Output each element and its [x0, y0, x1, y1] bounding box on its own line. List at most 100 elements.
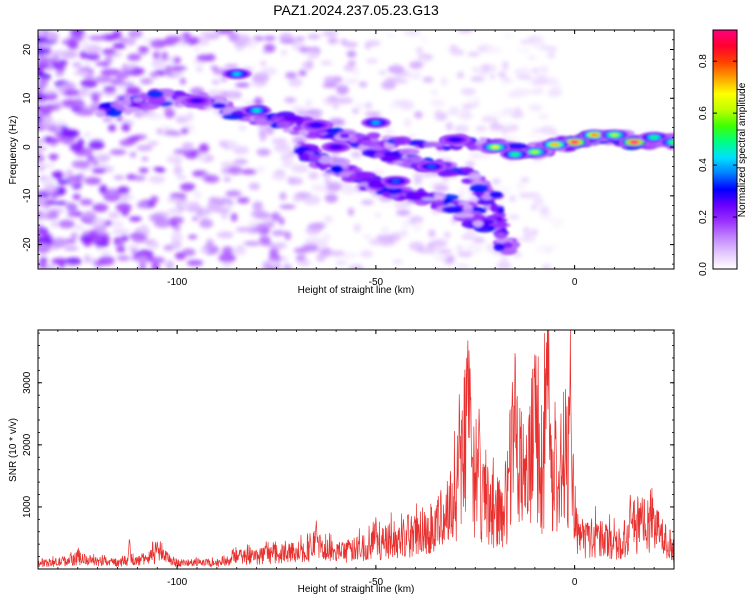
heatmap-cell	[362, 234, 372, 239]
heatmap-cell	[539, 205, 550, 215]
heatmap-hotspot	[570, 140, 579, 144]
heatmap-cell	[82, 210, 96, 221]
heatmap-cell	[263, 43, 276, 53]
heatmap-cell	[115, 71, 129, 80]
heatmap-cell	[99, 184, 108, 195]
heatmap-cell	[316, 253, 326, 262]
heatmap-cell	[500, 79, 515, 85]
colorbar-ticks: 0.0 0.2 0.4 0.6 0.8	[698, 54, 737, 276]
heatmap-cell	[50, 138, 61, 144]
heatmap-cell	[253, 35, 264, 42]
heatmap-cell	[120, 234, 129, 242]
heatmap-cell	[252, 201, 263, 211]
heatmap-cell	[427, 245, 437, 255]
colorbar-tick-label: 0.0	[698, 262, 709, 276]
heatmap-cell	[485, 45, 502, 55]
heatmap-cell	[38, 142, 44, 147]
heatmap-cell	[176, 175, 187, 180]
heatmap-cell	[495, 185, 512, 194]
heatmap-cell	[473, 220, 483, 228]
heatmap-cell	[413, 172, 424, 181]
heatmap-cell	[271, 138, 288, 145]
heatmap-cell	[92, 217, 107, 227]
heatmap-hotspot	[232, 72, 241, 76]
heatmap-cell	[403, 117, 412, 128]
heatmap-cell	[490, 203, 499, 213]
heatmap-cell	[138, 51, 148, 56]
heatmap-cell	[335, 260, 348, 266]
heatmap-cell	[152, 51, 161, 60]
heatmap-cell	[46, 264, 57, 269]
heatmap-cell	[44, 184, 58, 192]
heatmap-cell	[502, 121, 512, 127]
y-tick-label: 2000	[22, 433, 33, 456]
heatmap-cell	[525, 192, 542, 199]
heatmap-hotspot	[332, 145, 341, 149]
heatmap-cell	[100, 250, 112, 256]
heatmap-cell	[72, 70, 91, 77]
x-tick-label: 0	[572, 277, 578, 288]
heatmap-cell	[108, 124, 116, 132]
heatmap-cell	[270, 212, 281, 222]
heatmap-cell	[478, 69, 490, 75]
snr-series-line	[38, 330, 674, 568]
heatmap-cell	[409, 155, 423, 164]
heatmap-cell	[149, 71, 160, 78]
heatmap-cell	[136, 144, 153, 152]
heatmap-cell	[538, 65, 550, 74]
heatmap-cell	[148, 175, 166, 184]
snr-frame	[37, 329, 675, 570]
heatmap-cell	[38, 152, 42, 162]
heatmap-cell	[40, 177, 55, 187]
heatmap-cell	[336, 84, 349, 95]
heatmap-cell	[326, 181, 342, 192]
heatmap-cell	[437, 249, 453, 254]
heatmap-cell	[177, 202, 191, 208]
heatmap-cell	[129, 151, 137, 158]
heatmap-cell	[511, 88, 530, 97]
heatmap-cell	[72, 224, 85, 231]
heatmap-cell	[430, 100, 446, 107]
heatmap-cell	[306, 154, 322, 161]
heatmap-cell	[128, 30, 143, 39]
heatmap-cell	[271, 242, 287, 250]
colorbar-tick-label: 0.8	[698, 54, 709, 68]
heatmap-cell	[233, 158, 248, 165]
heatmap-cell	[381, 226, 390, 236]
heatmap-cell	[89, 103, 98, 110]
heatmap-cell	[218, 140, 227, 147]
heatmap-cell	[517, 185, 526, 193]
heatmap-cell	[123, 107, 142, 113]
heatmap-cell	[455, 263, 470, 269]
heatmap-cell	[527, 55, 537, 60]
heatmap-cell	[51, 257, 69, 266]
heatmap-cell	[226, 140, 239, 148]
heatmap-cell	[109, 149, 127, 156]
heatmap-hotspot-layer	[182, 68, 674, 187]
heatmap-cell	[499, 257, 509, 264]
heatmap-cell	[291, 164, 310, 173]
heatmap-cell	[374, 212, 382, 218]
heatmap-cell	[355, 171, 377, 180]
colorbar-label: Normalized spectral amplitude	[737, 82, 748, 217]
heatmap-cell	[411, 181, 424, 187]
heatmap-cell	[181, 32, 192, 39]
heatmap-cell	[84, 176, 102, 185]
heatmap-cell	[57, 84, 66, 94]
heatmap-cell	[38, 146, 47, 151]
heatmap-cell	[422, 76, 434, 83]
heatmap-cell	[38, 43, 53, 48]
snr-ylabel: SNR (10 * v/v)	[8, 418, 19, 482]
heatmap-cell	[132, 97, 144, 103]
heatmap-cell	[283, 97, 297, 103]
heatmap-cell	[490, 111, 507, 119]
heatmap-cell	[539, 125, 556, 135]
heatmap-cell	[237, 197, 250, 204]
heatmap-cell	[290, 105, 307, 112]
heatmap-cell	[195, 66, 204, 73]
heatmap-cell	[38, 193, 51, 198]
heatmap-cell	[138, 46, 149, 53]
heatmap-cell	[104, 188, 121, 198]
heatmap-cell	[38, 111, 43, 117]
heatmap-cell	[123, 64, 135, 71]
